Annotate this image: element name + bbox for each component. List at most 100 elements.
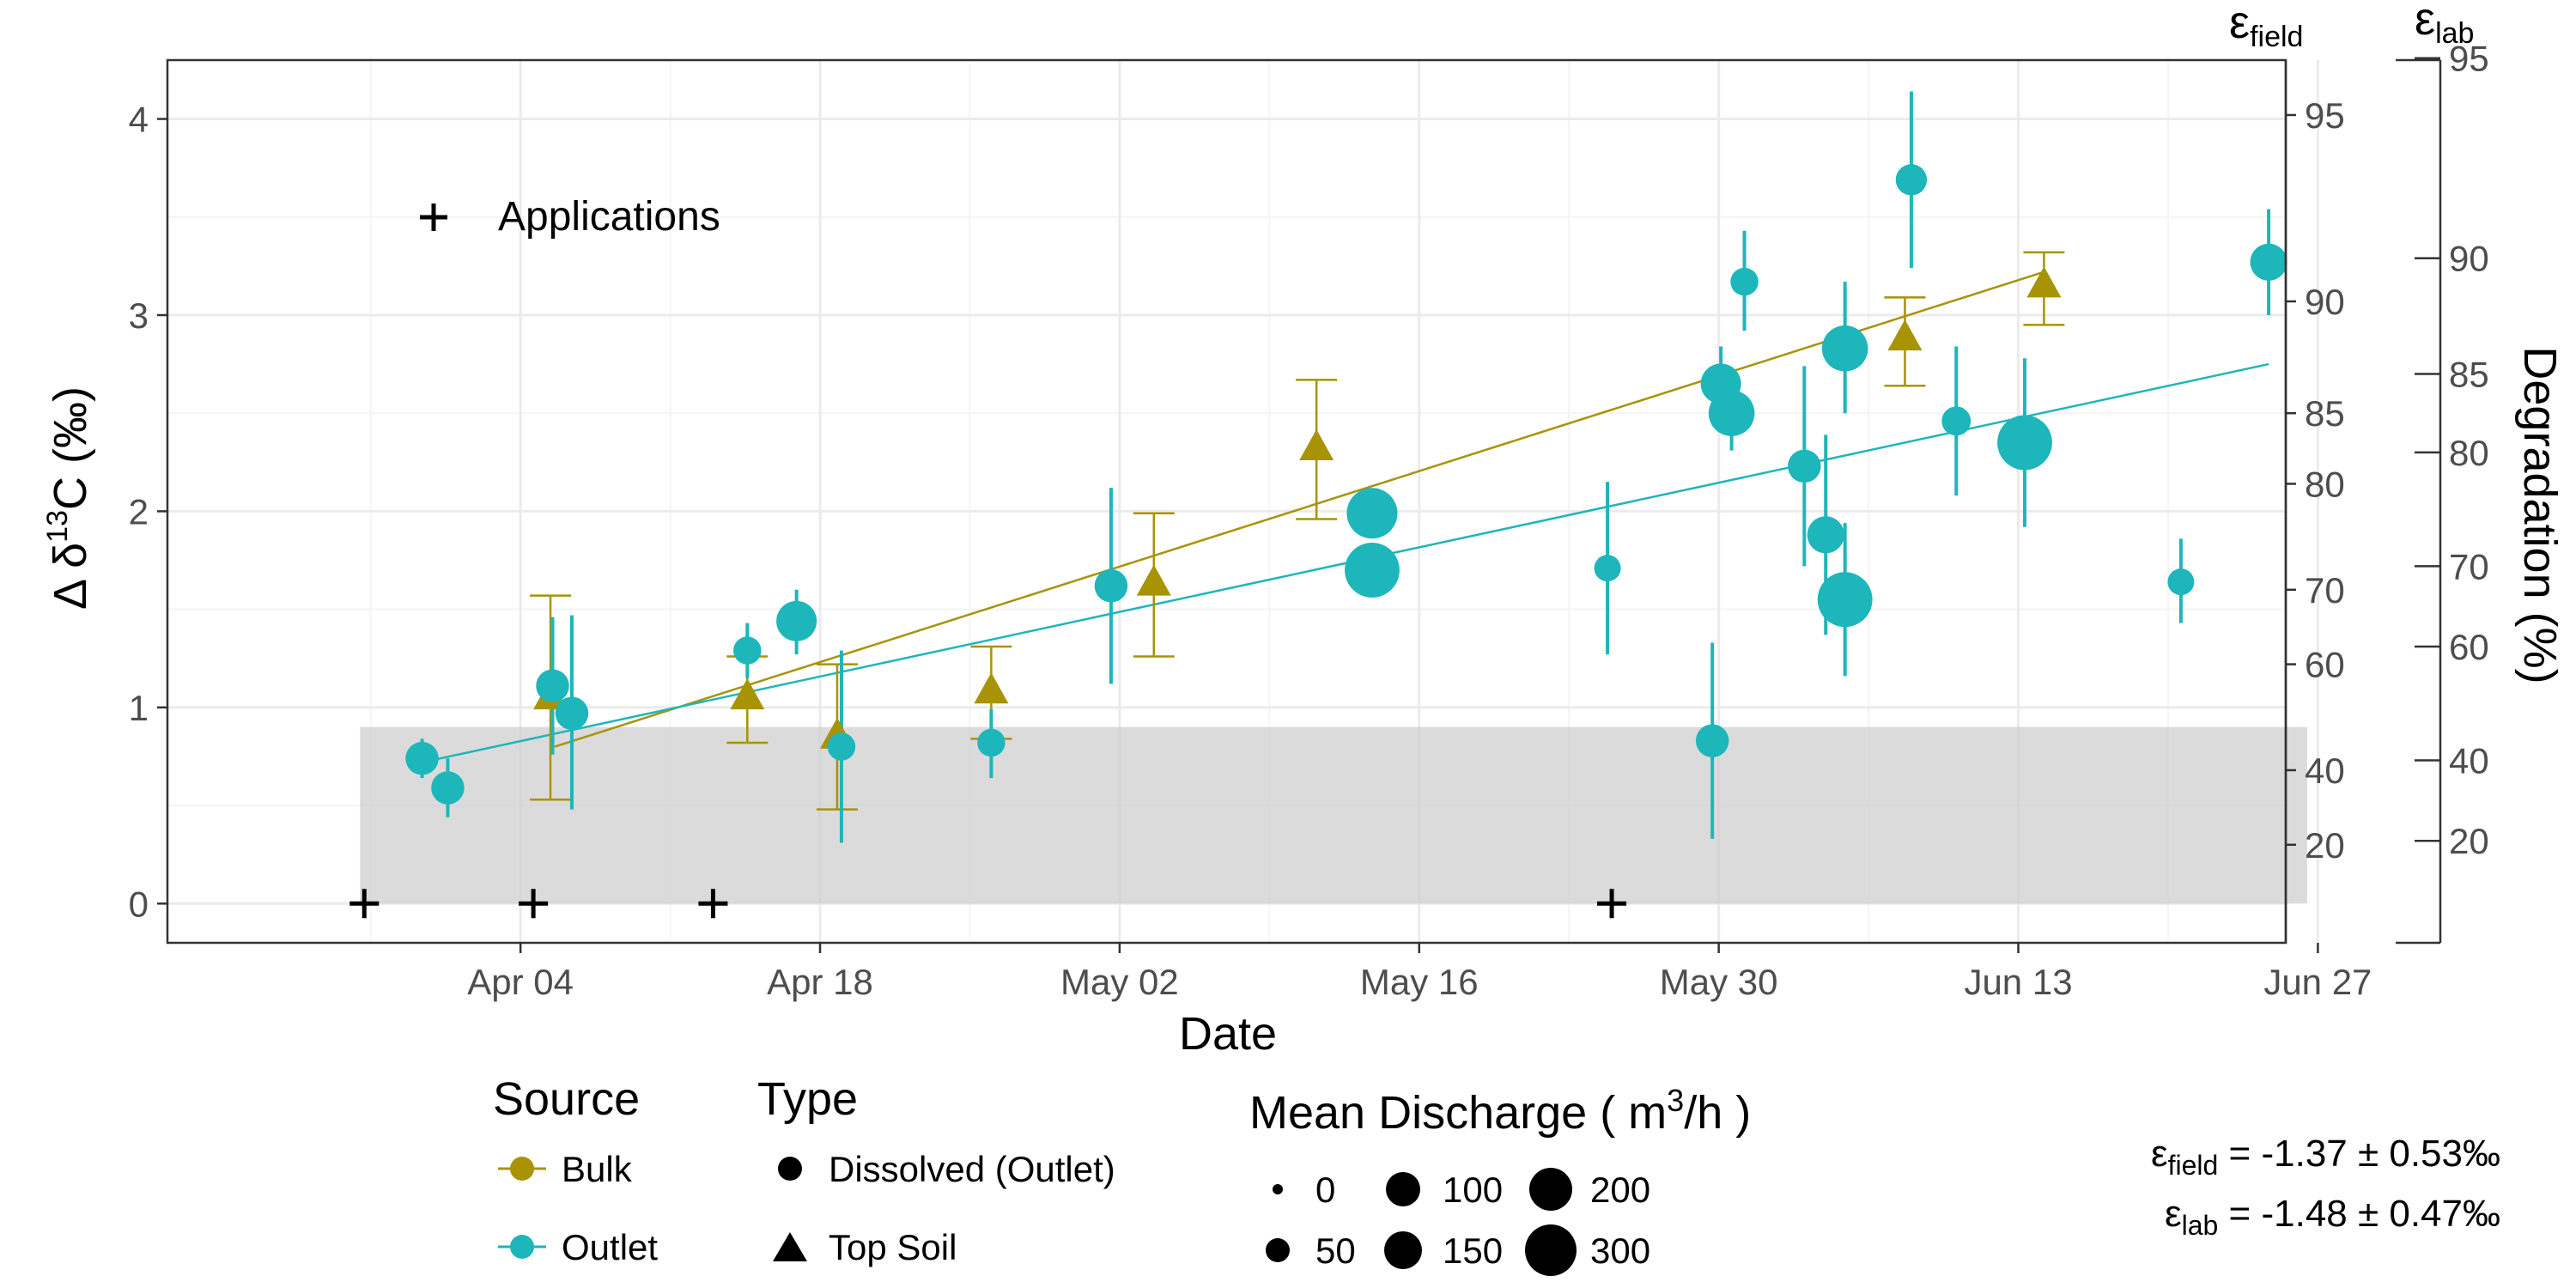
y-tick-label-4: 4 bbox=[129, 100, 149, 140]
legend-discharge-100-dot bbox=[1386, 1172, 1420, 1206]
legend-topsoil-label: Top Soil bbox=[829, 1227, 957, 1267]
x-tick-label-3: May 16 bbox=[1360, 962, 1479, 1002]
uncertainty-shaded-region bbox=[360, 726, 2307, 904]
sec-axis-lab-tick-label-4: 80 bbox=[2449, 433, 2489, 473]
x-tick-label-2: May 02 bbox=[1060, 962, 1179, 1002]
point-outlet-20 bbox=[1895, 164, 1928, 196]
secondary-axis-lab: 20 40 60 70 80 85 90 95 bbox=[2396, 39, 2489, 945]
sec-axis-field-tick-label-4: 80 bbox=[2305, 464, 2345, 504]
legend-discharge-100-label: 100 bbox=[1443, 1170, 1503, 1210]
legend-discharge: Mean Discharge ( m3/h ) 0 50 100 150 200… bbox=[1249, 1083, 1751, 1276]
sec-axis-field-tick-label-5: 85 bbox=[2305, 393, 2345, 434]
point-bulk-1 bbox=[730, 678, 765, 710]
application-markers bbox=[349, 889, 1627, 919]
point-outlet-3 bbox=[555, 696, 589, 730]
point-outlet-15 bbox=[1730, 267, 1759, 296]
sec-axis-field-tick-label-7: 95 bbox=[2305, 95, 2345, 136]
x-tick-label-5: Jun 13 bbox=[1964, 962, 2072, 1002]
degradation-axis-title: Degradation (%) bbox=[2514, 346, 2566, 683]
legend-discharge-50-label: 50 bbox=[1315, 1230, 1356, 1271]
y-axis-title: Δ δ13C (‰) bbox=[41, 386, 96, 610]
point-outlet-12 bbox=[1695, 724, 1729, 757]
legend-discharge-50-dot bbox=[1266, 1238, 1290, 1262]
legend-dissolved-label: Dissolved (Outlet) bbox=[829, 1149, 1115, 1189]
legend-dissolved-circle-icon bbox=[778, 1157, 802, 1181]
point-outlet-1 bbox=[431, 771, 465, 805]
point-outlet-14 bbox=[1708, 390, 1755, 436]
y-axis: 0 1 2 3 4 bbox=[129, 100, 167, 924]
sec-axis-field-tick-label-3: 70 bbox=[2305, 570, 2345, 611]
x-axis-title: Date bbox=[1179, 1008, 1277, 1060]
point-outlet-8 bbox=[1094, 568, 1128, 603]
legend-outlet-label: Outlet bbox=[562, 1227, 658, 1267]
application-marker-2 bbox=[698, 889, 728, 919]
point-outlet-21 bbox=[1941, 406, 1971, 436]
point-outlet-22 bbox=[1997, 415, 2052, 471]
sec-axis-lab-tick-label-3: 70 bbox=[2449, 546, 2489, 586]
epsilon-field-axis-label: εfield bbox=[2229, 0, 2303, 53]
y-tick-label-3: 3 bbox=[129, 295, 149, 336]
legend-discharge-0-dot bbox=[1273, 1184, 1283, 1194]
plot-panel bbox=[166, 58, 2319, 945]
point-bulk-6 bbox=[1887, 319, 1923, 351]
y-tick-label-2: 2 bbox=[129, 491, 149, 532]
epsilon-field-result: εfield = -1.37 ± 0.53‰ bbox=[2151, 1133, 2500, 1181]
sec-axis-lab-tick-label-5: 85 bbox=[2449, 355, 2489, 395]
applications-annotation: Applications bbox=[420, 194, 720, 240]
point-outlet-24 bbox=[2250, 243, 2287, 281]
legend-key-bulk: Bulk bbox=[498, 1149, 633, 1189]
point-bulk-3 bbox=[974, 672, 1009, 704]
point-bulk-5 bbox=[1299, 429, 1334, 460]
legend-discharge-150-dot bbox=[1384, 1231, 1422, 1269]
sec-axis-field-tick-label-6: 90 bbox=[2305, 282, 2345, 322]
point-outlet-0 bbox=[405, 742, 439, 775]
sec-axis-lab-tick-label-7: 95 bbox=[2449, 39, 2489, 79]
legend-discharge-200-label: 200 bbox=[1590, 1170, 1650, 1210]
point-outlet-6 bbox=[827, 732, 856, 761]
point-outlet-2 bbox=[536, 669, 569, 702]
epsilon-lab-axis-label: εlab bbox=[2415, 0, 2474, 50]
point-bulk-4 bbox=[1136, 564, 1171, 596]
x-tick-label-1: Apr 18 bbox=[767, 962, 873, 1002]
point-outlet-19 bbox=[1817, 572, 1873, 628]
sec-axis-lab-tick-label-1: 40 bbox=[2449, 741, 2489, 781]
point-outlet-17 bbox=[1807, 516, 1844, 554]
x-tick-label-6: Jun 27 bbox=[2263, 962, 2372, 1002]
sec-axis-field-tick-label-1: 40 bbox=[2305, 750, 2345, 791]
legend-type-title: Type bbox=[757, 1073, 858, 1125]
sec-axis-lab-tick-label-2: 60 bbox=[2449, 627, 2489, 667]
legend-discharge-300-label: 300 bbox=[1590, 1230, 1650, 1271]
sec-axis-field-tick-label-0: 20 bbox=[2305, 825, 2345, 866]
legend-bulk-dot bbox=[510, 1157, 534, 1181]
x-tick-label-4: May 30 bbox=[1660, 962, 1778, 1002]
trend-line-bulk bbox=[554, 270, 2044, 748]
secondary-axis-field: 20 40 60 70 80 85 90 95 bbox=[2284, 60, 2345, 943]
point-outlet-11 bbox=[1594, 555, 1621, 582]
sec-axis-lab-tick-label-6: 90 bbox=[2449, 239, 2489, 279]
epsilon-results: εfield = -1.37 ± 0.53‰ εlab = -1.48 ± 0.… bbox=[2151, 1133, 2500, 1241]
legend-discharge-200-dot bbox=[1529, 1168, 1572, 1211]
legend-source: Source Bulk Outlet bbox=[493, 1073, 658, 1267]
applications-label: Applications bbox=[498, 194, 720, 240]
x-tick-label-0: Apr 04 bbox=[467, 962, 574, 1002]
legend-source-title: Source bbox=[493, 1073, 640, 1125]
legend-outlet-dot bbox=[510, 1235, 534, 1259]
legend-bulk-label: Bulk bbox=[562, 1149, 633, 1189]
legend-key-outlet: Outlet bbox=[498, 1227, 658, 1267]
legend-discharge-title: Mean Discharge ( m3/h ) bbox=[1249, 1083, 1751, 1139]
application-plus-icon bbox=[420, 204, 447, 231]
legend-type: Type Dissolved (Outlet) Top Soil bbox=[757, 1073, 1115, 1267]
point-outlet-5 bbox=[776, 600, 817, 641]
point-outlet-18 bbox=[1821, 325, 1868, 372]
point-outlet-10 bbox=[1345, 543, 1400, 598]
legend-discharge-150-label: 150 bbox=[1443, 1230, 1503, 1271]
legend-topsoil-triangle-icon bbox=[773, 1232, 807, 1261]
sec-axis-lab-tick-label-0: 20 bbox=[2449, 821, 2489, 861]
data-points bbox=[405, 164, 2287, 805]
application-marker-3 bbox=[1597, 889, 1627, 919]
epsilon-lab-result: εlab = -1.48 ± 0.47‰ bbox=[2165, 1193, 2500, 1241]
y-tick-label-0: 0 bbox=[129, 884, 149, 924]
legend-discharge-300-dot bbox=[1525, 1224, 1577, 1276]
